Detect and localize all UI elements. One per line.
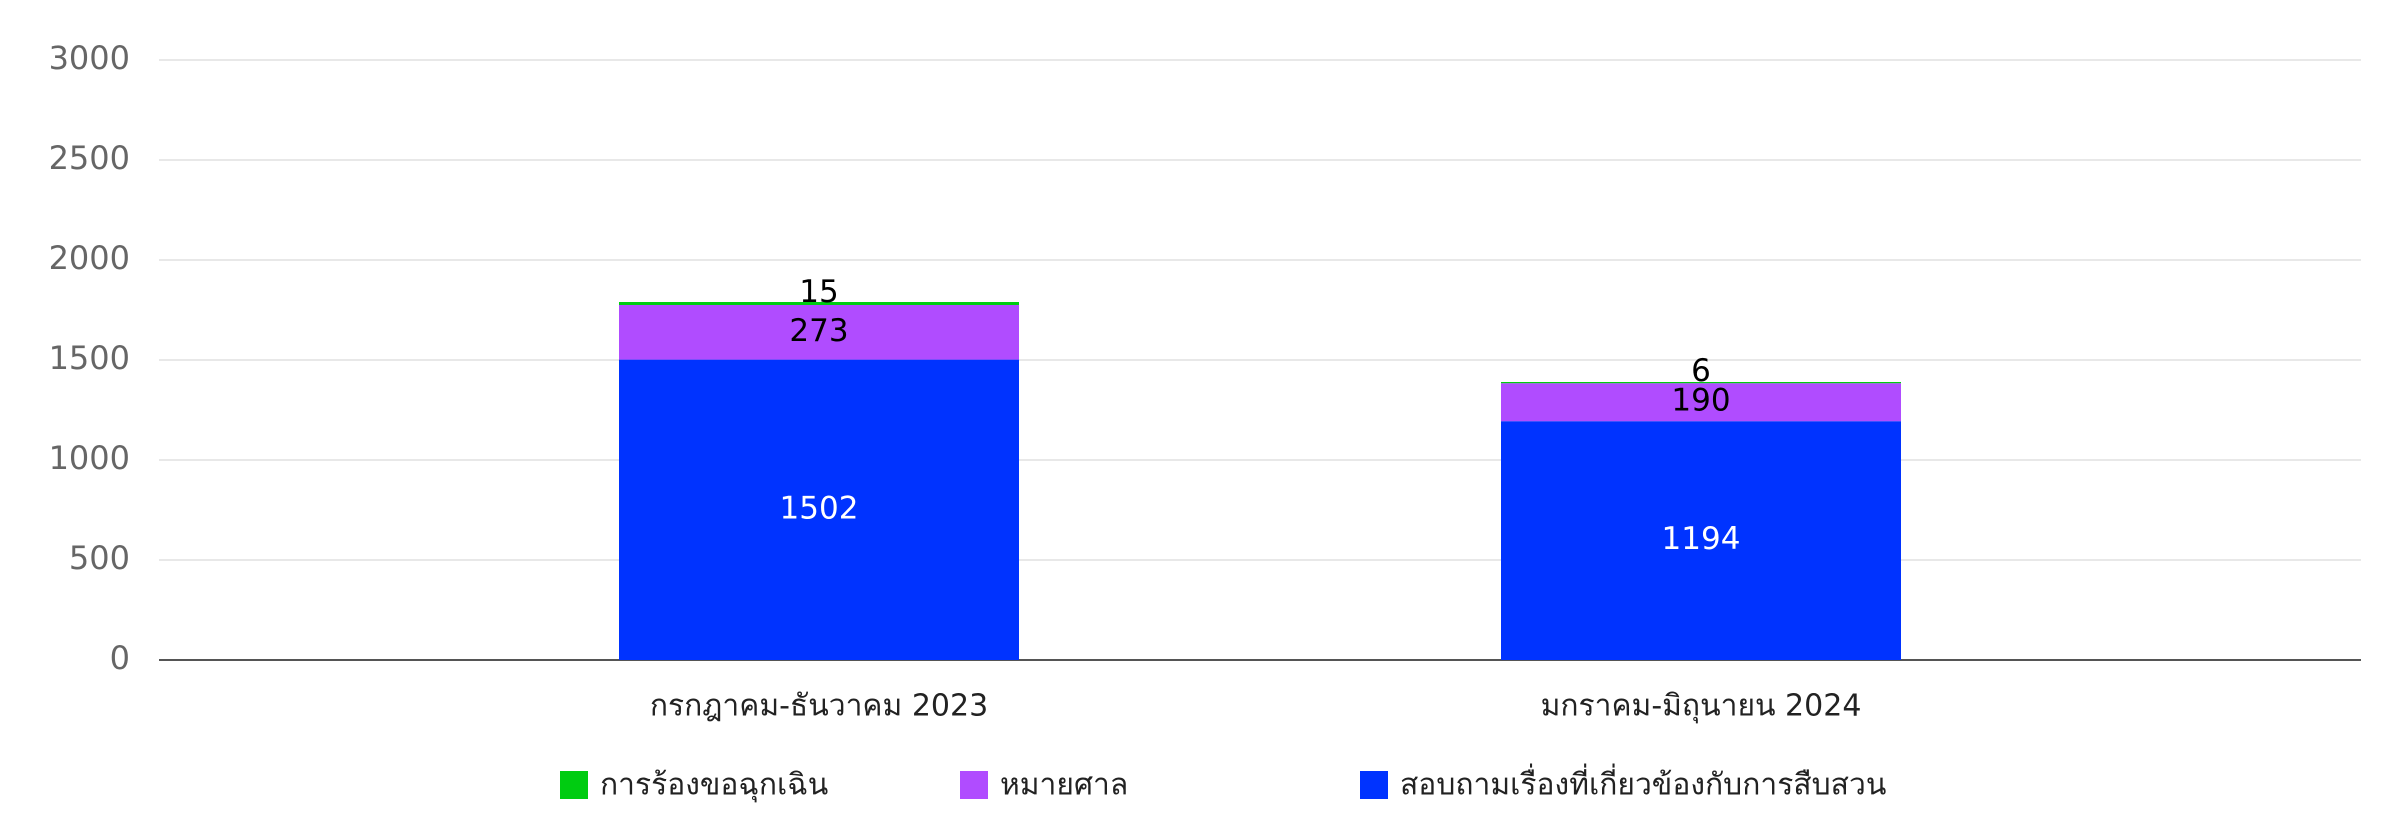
data-label: 273 bbox=[789, 313, 848, 349]
y-tick-label: 2000 bbox=[49, 239, 130, 277]
legend-label: การร้องขอฉุกเฉิน bbox=[600, 768, 828, 804]
data-label: 1194 bbox=[1662, 521, 1741, 557]
legend-swatch bbox=[1360, 771, 1388, 799]
legend-swatch bbox=[560, 771, 588, 799]
data-label: 190 bbox=[1671, 383, 1730, 419]
legend-label: หมายศาล bbox=[1000, 768, 1128, 803]
y-tick-label: 1000 bbox=[49, 439, 130, 477]
legend-label: สอบถามเรื่องที่เกี่ยวข้องกับการสืบสวน bbox=[1400, 764, 1886, 803]
x-tick-label: กรกฎาคม-ธันวาคม 2023 bbox=[650, 689, 988, 724]
bar-segment bbox=[1501, 421, 1901, 660]
y-tick-label: 1500 bbox=[49, 339, 130, 377]
bar-segment bbox=[619, 359, 1019, 660]
legend-swatch bbox=[960, 771, 988, 799]
bar-segment bbox=[1501, 383, 1901, 422]
y-tick-label: 3000 bbox=[49, 39, 130, 77]
data-label: 15 bbox=[799, 274, 838, 310]
x-tick-label: มกราคม-มิถุนายน 2024 bbox=[1541, 689, 1862, 725]
y-tick-label: 0 bbox=[110, 639, 130, 677]
data-label: 1502 bbox=[780, 490, 859, 526]
bar-segment bbox=[619, 302, 1019, 305]
data-label: 6 bbox=[1691, 353, 1711, 389]
y-tick-label: 2500 bbox=[49, 139, 130, 177]
y-tick-label: 500 bbox=[69, 539, 130, 577]
bar-segment bbox=[619, 305, 1019, 360]
bar-segment bbox=[1501, 382, 1901, 384]
